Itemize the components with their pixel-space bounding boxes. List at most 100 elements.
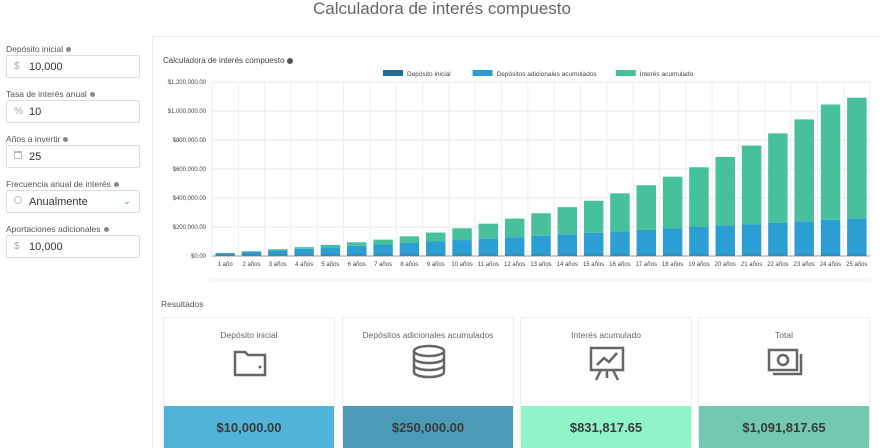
bar-segment [821,104,840,219]
bar-segment [742,224,761,254]
bar-segment [347,246,366,255]
interest-rate-value[interactable]: 10 [29,106,139,118]
additional-input[interactable]: $ 10,000 [6,235,140,258]
bar-segment [742,146,761,225]
card-label: Depósito inicial [164,330,334,340]
bar-segment [294,249,313,255]
x-tick-label: 24 años [820,262,841,268]
result-card-accrued-interest: Interés acumulado $831,817.65 [520,317,692,447]
bar-segment [479,224,498,239]
legend-swatch [473,70,493,76]
info-icon[interactable] [287,58,293,64]
legend-label: Interés acumulado [640,71,694,78]
frequency-value[interactable]: Anualmente [29,196,123,208]
clock-icon [14,196,22,204]
result-card-initial-deposit: Depósito inicial $10,000.00 [163,317,335,447]
years-value[interactable]: 25 [29,151,139,163]
bar-segment [716,226,735,255]
bar-segment [531,236,550,255]
x-tick-label: 11 años [478,262,499,268]
card-label: Depósitos adicionales acumulados [343,330,513,340]
x-tick-label: 8 años [400,262,418,268]
x-tick-label: 21 años [741,262,762,268]
interest-rate-label: Tasa de interés anual [6,88,140,100]
info-icon[interactable] [90,92,95,97]
bar-segment [373,240,392,245]
y-tick-label: $1,000,000.00 [168,109,207,115]
bar-segment [479,239,498,255]
bar-segment [584,233,603,255]
card-label: Interés acumulado [521,330,691,340]
x-tick-label: 22 años [767,262,788,268]
bar-segment [716,157,735,226]
x-tick-label: 2 años [242,262,260,268]
bar-segment [426,242,445,255]
bar-segment [242,252,261,255]
dollar-icon: $ [14,241,29,252]
bar-segment [663,228,682,254]
x-tick-label: 25 años [846,262,867,268]
bar-segment [847,218,866,254]
frequency-select[interactable]: Anualmente ⌄ [6,190,140,213]
x-tick-label: 10 años [451,262,472,268]
bar-segment [794,119,813,221]
card-value: $1,091,817.65 [699,406,869,448]
additional-value[interactable]: 10,000 [29,241,139,253]
bar-segment [637,185,656,230]
frequency-label: Frecuencia anual de interés [6,178,140,190]
y-tick-label: $200,000.00 [173,225,207,231]
x-tick-label: 3 años [269,262,287,268]
y-tick-label: $0.00 [191,254,207,260]
bar-segment [610,193,629,231]
x-tick-label: 1 año [218,262,234,268]
initial-deposit-input[interactable]: $ 10,000 [6,55,140,78]
y-tick-label: $800,000.00 [173,138,207,144]
result-card-total: Total $1,091,817.65 [698,317,870,447]
interest-rate-input[interactable]: % 10 [6,100,140,123]
x-tick-label: 18 años [662,262,683,268]
bar-segment [373,244,392,254]
bar-segment [637,230,656,255]
bar-segment [768,133,787,222]
legend-swatch [383,70,403,76]
bar-segment [610,231,629,254]
info-icon[interactable] [114,182,119,187]
bar-segment [294,247,313,249]
x-tick-label: 12 años [504,262,525,268]
bar-segment [426,233,445,242]
chart-title: Calculadora de interés compuesto [163,56,293,65]
info-icon[interactable] [66,47,71,52]
bar-segment [505,237,524,254]
x-tick-label: 17 años [636,262,657,268]
result-card-additional-deposits: Depósitos adicionales acumulados $250,00… [342,317,514,447]
bar-segment [321,247,340,254]
x-tick-label: 14 años [557,262,578,268]
x-tick-label: 15 años [583,262,604,268]
bar-segment [452,228,471,240]
chevron-down-icon[interactable]: ⌄ [123,196,131,207]
x-tick-label: 13 años [530,262,551,268]
bar-segment [558,207,577,234]
bar-segment [400,243,419,255]
x-tick-label: 9 años [427,262,445,268]
info-icon[interactable] [104,227,109,232]
calculator-form: Depósito inicial $ 10,000 Tasa de interé… [6,43,140,268]
x-tick-label: 4 años [295,262,313,268]
results-title: Resultados [161,299,204,309]
info-icon[interactable] [63,137,68,142]
x-tick-label: 20 años [715,262,736,268]
dollar-icon: $ [14,61,29,72]
y-tick-label: $600,000.00 [173,167,207,173]
bar-segment [452,240,471,255]
bar-segment [505,219,524,238]
bar-segment [347,242,366,246]
y-tick-label: $400,000.00 [173,196,207,202]
bar-segment [663,177,682,229]
wallet-icon [230,342,270,382]
additional-label: Aportaciones adicionales [6,223,140,235]
bar-segment [689,227,708,255]
initial-deposit-value[interactable]: 10,000 [29,61,139,73]
years-input[interactable]: 25 [6,145,140,168]
bar-segment [558,234,577,254]
x-tick-label: 19 años [688,262,709,268]
